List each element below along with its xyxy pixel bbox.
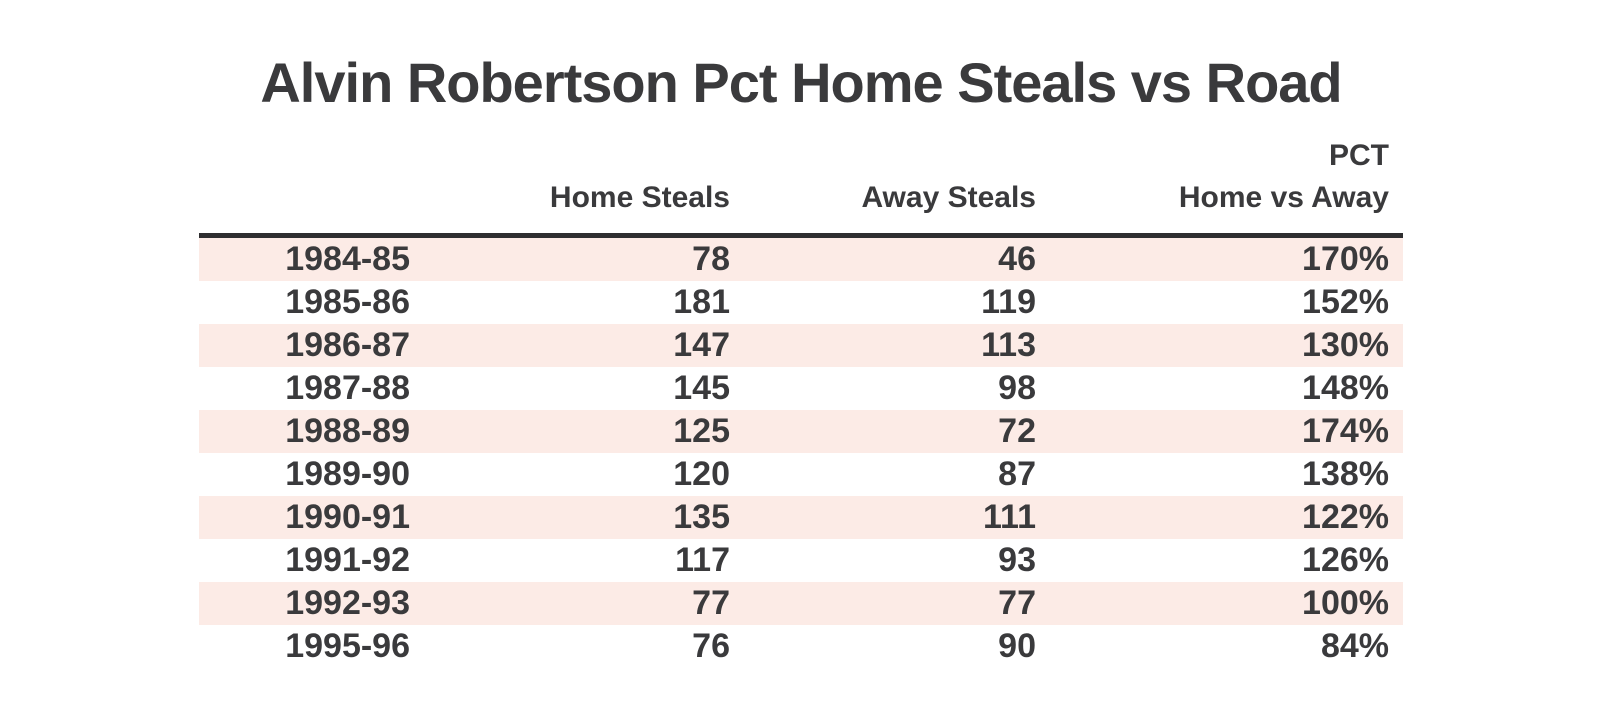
table-row-1987-88: 1987-88 145 98 148% — [199, 367, 1403, 410]
table-row-1985-86: 1985-86 181 119 152% — [199, 281, 1403, 324]
away-steals-cell: 98 — [998, 369, 1036, 407]
home-steals-cell: 117 — [675, 541, 730, 579]
away-steals-cell: 77 — [998, 584, 1036, 622]
away-steals-cell: 90 — [998, 627, 1036, 665]
home-steals-cell: 77 — [692, 584, 730, 622]
season-cell: 1991-92 — [285, 541, 410, 579]
pct-cell: 170% — [1302, 240, 1389, 278]
season-cell: 1985-86 — [285, 283, 410, 321]
season-cell: 1992-93 — [285, 584, 410, 622]
table-row-1990-91: 1990-91 135 111 122% — [199, 496, 1403, 539]
pct-cell: 138% — [1302, 455, 1389, 493]
away-steals-cell: 46 — [998, 240, 1036, 278]
away-steals-cell: 111 — [983, 498, 1036, 536]
season-cell: 1995-96 — [285, 627, 410, 665]
header-rule — [199, 233, 1403, 238]
home-steals-cell: 181 — [673, 283, 730, 321]
pct-cell: 100% — [1302, 584, 1389, 622]
table-row-1995-96: 1995-96 76 90 84% — [199, 625, 1403, 668]
away-steals-cell: 72 — [998, 412, 1036, 450]
season-cell: 1988-89 — [285, 412, 410, 450]
pct-cell: 84% — [1320, 627, 1389, 665]
pct-header-line1: PCT — [1329, 139, 1389, 172]
home-steals-cell: 78 — [692, 240, 730, 278]
pct-cell: 130% — [1302, 326, 1389, 364]
table-row-1992-93: 1992-93 77 77 100% — [199, 582, 1403, 625]
home-steals-cell: 120 — [673, 455, 730, 493]
pct-header-line2: Home vs Away — [1178, 181, 1389, 214]
home-steals-cell: 125 — [673, 412, 730, 450]
table-row-1991-92: 1991-92 117 93 126% — [199, 539, 1403, 582]
table-header-row: Home Steals Away Steals PCT Home vs Away — [199, 135, 1403, 233]
column-header-pct-home-vs-away: PCT Home vs Away — [1051, 135, 1403, 233]
away-steals-cell: 113 — [981, 326, 1036, 364]
home-steals-cell: 135 — [673, 498, 730, 536]
home-steals-cell: 147 — [673, 326, 730, 364]
column-header-away-steals: Away Steals — [861, 181, 1036, 214]
steals-table: Home Steals Away Steals PCT Home vs Away… — [199, 135, 1403, 668]
table-body: 1984-85 78 46 170% 1985-86 181 119 152% … — [199, 238, 1403, 668]
home-steals-cell: 145 — [673, 369, 730, 407]
column-header-home-steals: Home Steals — [549, 181, 730, 214]
home-steals-cell: 76 — [692, 627, 730, 665]
pct-cell: 152% — [1302, 283, 1389, 321]
season-cell: 1990-91 — [285, 498, 410, 536]
season-cell: 1984-85 — [285, 240, 410, 278]
away-steals-cell: 93 — [998, 541, 1036, 579]
table-row-1988-89: 1988-89 125 72 174% — [199, 410, 1403, 453]
table-row-1984-85: 1984-85 78 46 170% — [199, 238, 1403, 281]
season-cell: 1987-88 — [285, 369, 410, 407]
page-title: Alvin Robertson Pct Home Steals vs Road — [260, 51, 1342, 114]
season-cell: 1986-87 — [285, 326, 410, 364]
column-header-season — [199, 219, 425, 233]
season-cell: 1989-90 — [285, 455, 410, 493]
pct-cell: 122% — [1302, 498, 1389, 536]
pct-cell: 148% — [1302, 369, 1389, 407]
table-row-1986-87: 1986-87 147 113 130% — [199, 324, 1403, 367]
table-row-1989-90: 1989-90 120 87 138% — [199, 453, 1403, 496]
away-steals-cell: 119 — [981, 283, 1036, 321]
away-steals-cell: 87 — [998, 455, 1036, 493]
pct-cell: 126% — [1302, 541, 1389, 579]
pct-cell: 174% — [1302, 412, 1389, 450]
